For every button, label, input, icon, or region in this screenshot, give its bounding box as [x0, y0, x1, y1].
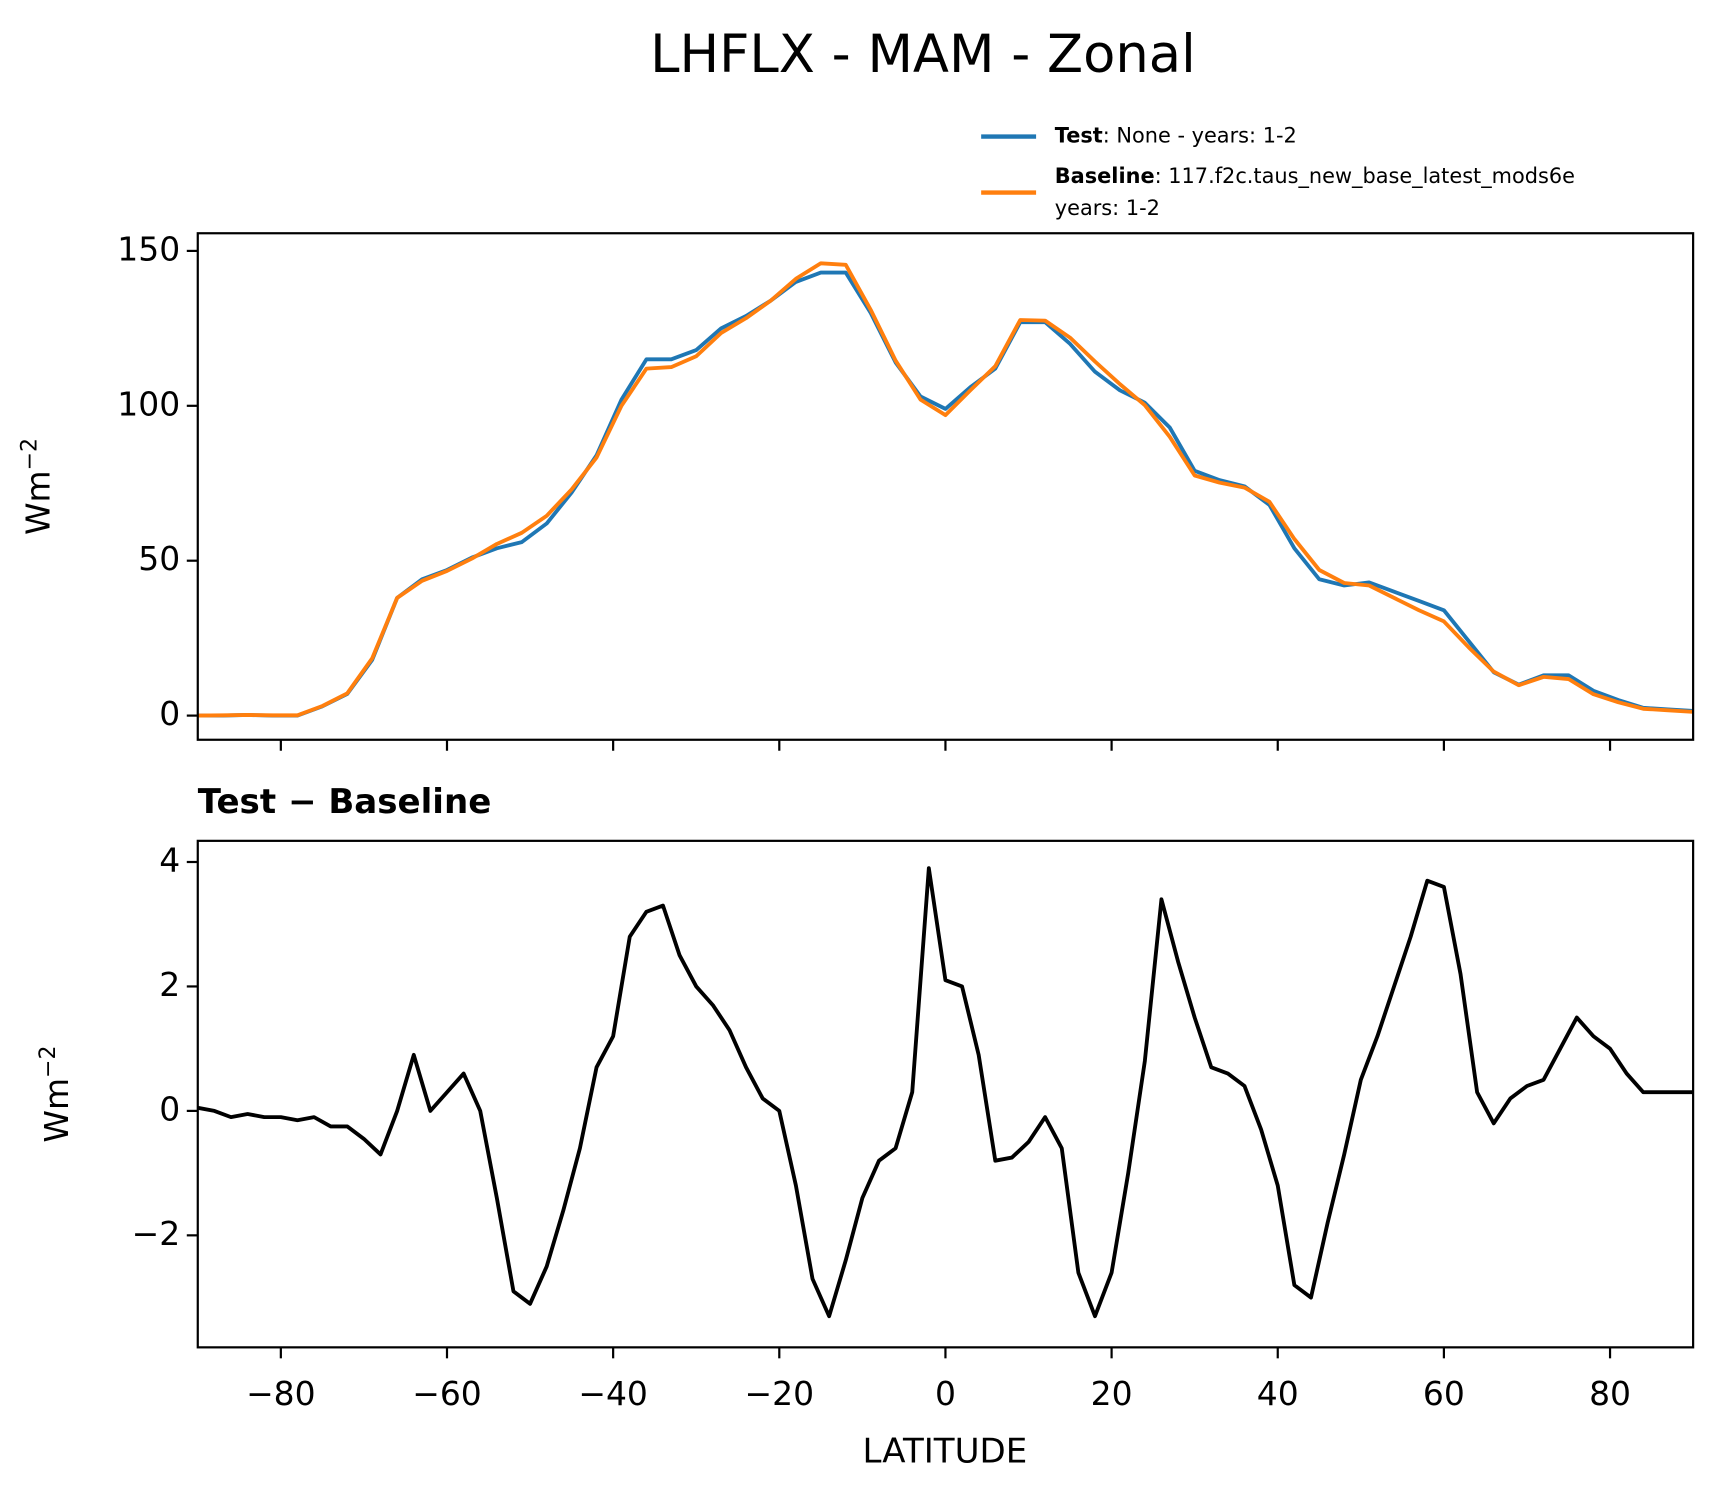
y-axis-label: Wm−2	[36, 1046, 76, 1143]
plot-frame	[196, 232, 1695, 741]
y-tick-label: 150	[117, 229, 180, 268]
y-label-sup: −2	[17, 438, 42, 470]
x-tick-label: 80	[1589, 1374, 1631, 1413]
y-tick-label: 4	[159, 840, 180, 879]
y-tick-label: 100	[117, 384, 180, 423]
x-tick-label: −20	[745, 1374, 815, 1413]
y-axis-label: Wm−2	[17, 438, 57, 535]
x-axis-label: LATITUDE	[863, 1431, 1028, 1471]
y-tick-label: 2	[159, 965, 180, 1004]
legend-description: years: 1-2	[1055, 196, 1160, 220]
legend-label: Test: None - years: 1-2	[1055, 124, 1297, 148]
x-tick-label: 40	[1257, 1374, 1299, 1413]
legend-name: Test	[1055, 124, 1103, 148]
data-line	[197, 866, 1694, 1319]
y-tick-label: −2	[132, 1214, 181, 1253]
subplot-title: Test − Baseline	[198, 782, 492, 822]
y-tick-label: 0	[159, 694, 180, 733]
x-tick-label: 0	[935, 1374, 956, 1413]
x-tick-label: −40	[578, 1374, 648, 1413]
legend-label: Baseline: 117.f2c.taus_new_base_latest_m…	[1055, 164, 1575, 189]
y-label-base: Wm	[18, 470, 57, 535]
x-tick-label: 60	[1423, 1374, 1465, 1413]
legend-name: Baseline	[1055, 164, 1155, 188]
x-tick-label: 20	[1091, 1374, 1133, 1413]
figure-title: LHFLX - MAM - Zonal	[650, 24, 1196, 85]
data-line	[197, 261, 1694, 718]
plot-frame	[196, 839, 1695, 1349]
y-tick-label: 0	[159, 1089, 180, 1128]
legend-description: : 117.f2c.taus_new_base_latest_mods6e	[1155, 164, 1575, 189]
y-label-sup: −2	[36, 1046, 61, 1078]
y-tick-label: 50	[138, 539, 180, 578]
legend-description: : None - years: 1-2	[1103, 124, 1297, 148]
x-tick-label: −80	[246, 1374, 316, 1413]
y-label-base: Wm	[37, 1078, 76, 1143]
x-tick-label: −60	[412, 1374, 482, 1413]
